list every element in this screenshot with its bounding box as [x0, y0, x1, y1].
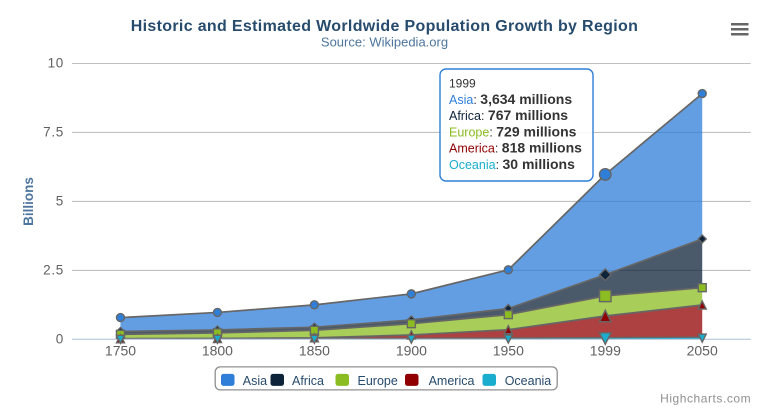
- svg-text:Africa: Africa: [292, 374, 324, 388]
- svg-text:1900: 1900: [396, 342, 427, 358]
- svg-text:1750: 1750: [105, 342, 136, 358]
- svg-text:Europe: 729 millions: Europe: 729 millions: [449, 123, 577, 139]
- svg-text:2050: 2050: [687, 342, 718, 358]
- svg-text:1999: 1999: [449, 77, 476, 91]
- svg-text:2.5: 2.5: [43, 263, 64, 278]
- svg-text:Europe: Europe: [358, 374, 398, 388]
- svg-text:10: 10: [48, 56, 64, 71]
- svg-text:Highcharts.com: Highcharts.com: [660, 391, 751, 405]
- svg-text:Oceania: 30 millions: Oceania: 30 millions: [449, 156, 575, 172]
- svg-text:Historic and Estimated Worldwi: Historic and Estimated Worldwide Populat…: [131, 18, 639, 35]
- svg-text:1950: 1950: [493, 342, 524, 358]
- svg-text:1850: 1850: [299, 342, 330, 358]
- svg-text:0: 0: [56, 332, 64, 347]
- svg-text:Source: Wikipedia.org: Source: Wikipedia.org: [321, 35, 448, 50]
- svg-text:America: 818 millions: America: 818 millions: [449, 140, 582, 156]
- svg-text:Asia: Asia: [243, 374, 267, 388]
- svg-text:America: America: [429, 374, 475, 388]
- svg-text:Africa: 767 millions: Africa: 767 millions: [449, 107, 568, 123]
- svg-text:Oceania: Oceania: [505, 374, 552, 388]
- svg-text:7.5: 7.5: [43, 125, 64, 140]
- svg-text:Billions: Billions: [21, 177, 36, 226]
- svg-text:1800: 1800: [202, 342, 233, 358]
- svg-text:Asia: 3,634 millions: Asia: 3,634 millions: [449, 91, 572, 107]
- svg-text:1999: 1999: [590, 342, 621, 358]
- svg-text:5: 5: [56, 194, 64, 209]
